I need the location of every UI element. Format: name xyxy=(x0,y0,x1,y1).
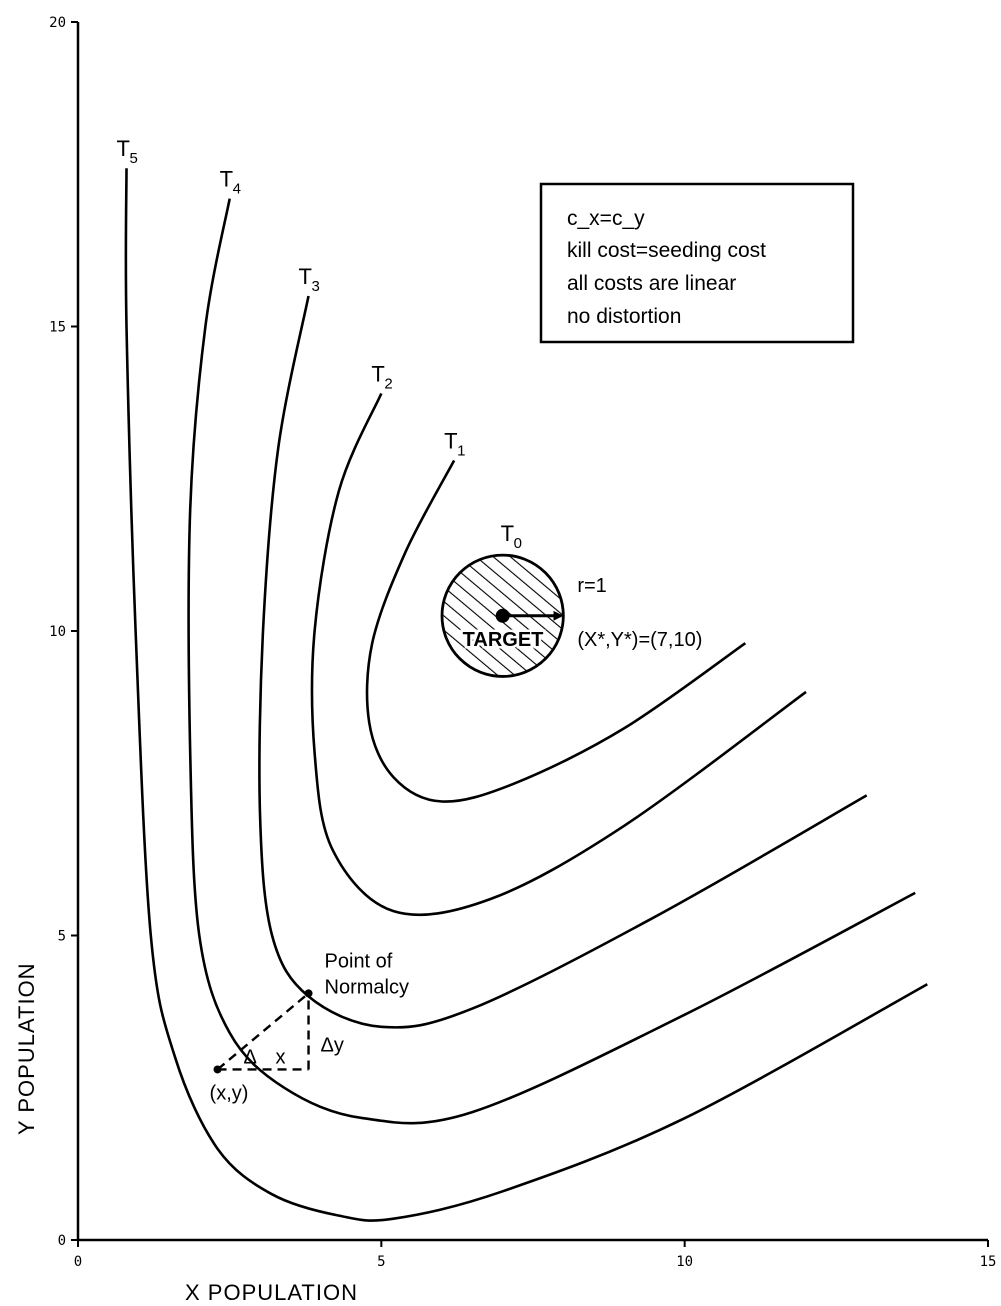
distance-line xyxy=(216,992,310,1071)
curve-label-sub-t5: 5 xyxy=(130,150,138,167)
legend-line-4: no distortion xyxy=(567,305,681,328)
curve-label-sub-t3: 3 xyxy=(312,278,320,295)
curve-label-sub-t1: 1 xyxy=(457,442,465,459)
point-of-normalcy-label-2: Normalcy xyxy=(325,976,409,998)
curve-label-t4: T xyxy=(220,167,233,192)
origin-label: (x,y) xyxy=(210,1082,249,1104)
legend-frame xyxy=(539,182,855,344)
curve-t1 xyxy=(365,459,747,803)
y-tick-label: 0 xyxy=(58,1233,66,1249)
y-tick-label: 5 xyxy=(58,929,66,945)
curve-label-t1: T xyxy=(444,428,457,453)
curve-t5 xyxy=(124,168,928,1222)
point-of-normalcy-label-1: Point of xyxy=(325,950,393,972)
target-contour-label: T xyxy=(501,521,514,546)
legend-line-2: kill cost=seeding cost xyxy=(567,239,766,262)
curve-label-t5: T xyxy=(117,136,130,161)
target-contour-label-sub: 0 xyxy=(514,535,522,552)
annotations: Point of Normalcy (x,y) Δ x Δy xyxy=(210,950,409,1104)
curve-t3 xyxy=(258,295,868,1029)
target-region: TARGET T 0 r=1 (X*,Y*)=(7,10) xyxy=(440,521,702,678)
legend-box: c_x=c_y kill cost=seeding cost all costs… xyxy=(539,182,855,344)
y-tick-label: 10 xyxy=(49,624,66,640)
x-tick-label: 5 xyxy=(377,1254,385,1270)
dx-label: x xyxy=(276,1046,286,1068)
radius-label: r=1 xyxy=(577,575,606,597)
legend-line-3: all costs are linear xyxy=(567,272,736,295)
y-tick-label: 15 xyxy=(49,320,66,336)
curve-t2 xyxy=(310,392,807,917)
curve-label-t2: T xyxy=(371,361,384,386)
target-coordinate-label: (X*,Y*)=(7,10) xyxy=(577,629,702,651)
x-tick-label: 15 xyxy=(980,1254,997,1270)
x-tick-label: 0 xyxy=(74,1254,82,1270)
legend-line-1: c_x=c_y xyxy=(567,207,645,230)
dy-label: Δy xyxy=(321,1034,344,1056)
curves: T 1T 2T 3T 4T 5 xyxy=(117,136,928,1222)
x-tick-label: 10 xyxy=(676,1254,693,1270)
delta-label: Δ xyxy=(244,1046,257,1068)
target-label: TARGET xyxy=(463,629,544,651)
y-tick-label: 20 xyxy=(49,15,66,31)
curve-t4 xyxy=(187,198,916,1125)
curve-label-sub-t4: 4 xyxy=(233,181,241,198)
curve-label-t3: T xyxy=(299,264,312,289)
curve-label-sub-t2: 2 xyxy=(384,375,392,392)
x-axis-label: X POPULATION xyxy=(185,1280,358,1305)
y-axis-label: Y POPULATION xyxy=(14,962,39,1135)
